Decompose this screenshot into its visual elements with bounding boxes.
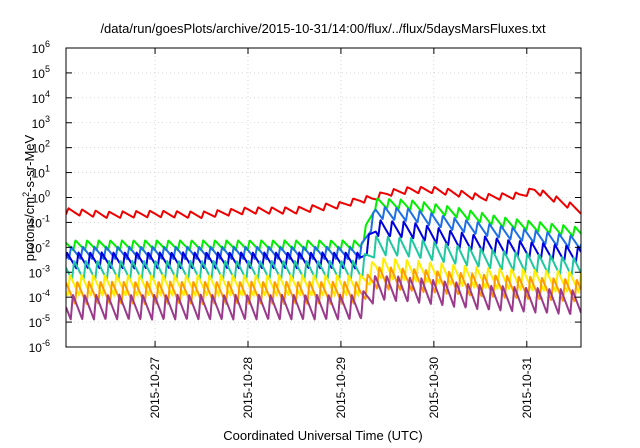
series-line-7 — [66, 266, 581, 305]
y-tick-label: 100 — [32, 189, 50, 206]
series-line-2 — [66, 197, 581, 252]
chart-title: /data/run/goesPlots/archive/2015-10-31/1… — [100, 21, 546, 36]
y-axis: 10-6 10-5 10-4 10-3 10-2 10-1 100 101 102 103 104 1… — [29, 39, 581, 355]
y-tick-label: 10-6 — [29, 338, 50, 355]
x-tick-label: 2015-10-31 — [520, 357, 534, 419]
y-tick-label: 105 — [32, 64, 50, 81]
y-tick-label: 10-5 — [29, 313, 50, 330]
x-axis-label: Coordinated Universal Time (UTC) — [223, 428, 422, 443]
series-line-3 — [66, 206, 581, 261]
y-tick-label: 10-4 — [29, 288, 50, 305]
y-tick-label: 106 — [32, 39, 50, 56]
series-group — [66, 185, 581, 321]
y-tick-label: 10-3 — [29, 263, 50, 280]
y-tick-label: 104 — [32, 89, 50, 106]
y-tick-label: 10-2 — [29, 238, 50, 255]
y-tick-label: 103 — [32, 114, 50, 131]
x-tick-label: 2015-10-27 — [148, 357, 162, 419]
y-tick-label: 102 — [32, 139, 50, 156]
y-tick-label: 10-1 — [29, 213, 50, 230]
x-tick-label: 2015-10-30 — [427, 357, 441, 419]
x-tick-label: 2015-10-29 — [334, 357, 348, 419]
series-line-1 — [66, 185, 581, 220]
x-tick-label: 2015-10-28 — [241, 357, 255, 419]
series-line-8 — [66, 275, 581, 321]
series-line-4 — [66, 219, 581, 270]
y-tick-label: 101 — [32, 164, 50, 181]
x-axis: 2015-10-27 2015-10-28 2015-10-29 2015-10-30… — [148, 48, 534, 418]
y-axis-label: protons/cm2-s-sr-MeV — [21, 134, 37, 261]
